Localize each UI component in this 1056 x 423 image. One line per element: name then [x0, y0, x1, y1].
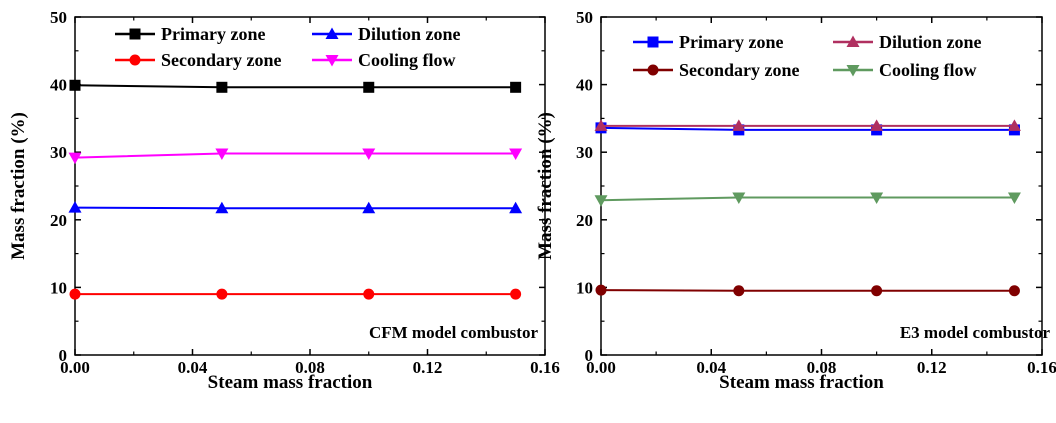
legend: Primary zone Dilution zone Secondary zone C… — [115, 24, 461, 70]
legend-label: Primary zone — [679, 32, 783, 52]
series-cooling-flow — [68, 148, 523, 165]
x-tick-label: 0.08 — [807, 358, 837, 377]
data-point — [216, 81, 228, 93]
series-primary-zone — [595, 122, 1020, 136]
legend-marker — [647, 64, 659, 76]
legend-marker — [325, 55, 339, 67]
legend-label: Secondary zone — [679, 60, 800, 80]
y-tick-label: 10 — [50, 278, 67, 297]
legend-marker — [129, 54, 141, 66]
data-point — [362, 148, 376, 161]
series-line — [74, 206, 516, 210]
x-tick-label: 0.12 — [917, 358, 947, 377]
data-point — [509, 201, 523, 214]
data-point — [732, 119, 746, 131]
data-point — [510, 81, 522, 93]
y-tick-label: 0 — [585, 346, 594, 365]
legend-label: Cooling flow — [879, 60, 977, 80]
legend-label: Cooling flow — [358, 50, 456, 70]
y-axis-title: Mass fraction (%) — [535, 112, 556, 260]
x-tick-label: 0.16 — [530, 358, 560, 377]
data-point — [69, 288, 81, 300]
x-tick-label: 0.00 — [586, 358, 616, 377]
data-point — [363, 288, 375, 300]
y-tick-label: 50 — [50, 8, 67, 27]
y-tick-label: 10 — [576, 278, 593, 297]
x-tick-label: 0.00 — [60, 358, 90, 377]
y-tick-label: 40 — [576, 76, 593, 95]
legend-marker — [647, 36, 659, 48]
series-line — [600, 196, 1015, 202]
y-tick-label: 0 — [59, 346, 68, 365]
x-tick-label: 0.08 — [295, 358, 325, 377]
series-primary-zone — [69, 79, 522, 93]
data-point — [594, 195, 608, 207]
x-tick-label: 0.04 — [696, 358, 726, 377]
combustor-annotation: E3 model combustor — [900, 323, 1051, 342]
data-point — [68, 201, 82, 213]
series-line — [74, 152, 516, 159]
data-point — [69, 79, 81, 91]
legend-marker — [129, 28, 141, 40]
series-line — [74, 84, 516, 89]
y-tick-label: 20 — [576, 211, 593, 230]
data-point — [215, 148, 229, 161]
data-point — [733, 285, 745, 297]
x-axis-title: Steam mass fraction — [719, 372, 884, 393]
y-tick-label: 30 — [576, 143, 593, 162]
data-point — [870, 192, 884, 204]
y-tick-label: 40 — [50, 76, 67, 95]
data-point — [1008, 285, 1020, 297]
data-point — [216, 288, 228, 300]
x-tick-label: 0.12 — [413, 358, 443, 377]
series-dilution-zone — [68, 201, 523, 214]
data-point — [594, 119, 608, 131]
series-secondary-zone — [69, 288, 522, 300]
series-line — [600, 126, 1015, 131]
data-point — [1007, 119, 1021, 131]
y-tick-label: 50 — [576, 8, 593, 27]
data-point — [362, 201, 376, 214]
data-point — [68, 152, 82, 165]
x-axis-title: Steam mass fraction — [208, 372, 373, 393]
legend: Primary zone Dilution zone Secondary zone C… — [633, 32, 982, 80]
legend-marker — [846, 65, 860, 77]
combustor-annotation: CFM model combustor — [369, 323, 538, 342]
y-axis-title: Mass fraction (%) — [8, 112, 29, 260]
data-point — [509, 148, 523, 161]
y-tick-label: 20 — [50, 211, 67, 230]
legend-marker — [325, 27, 339, 39]
data-point — [1007, 192, 1021, 204]
data-point — [363, 81, 375, 93]
data-point — [871, 285, 883, 297]
data-point — [870, 119, 884, 131]
panel-cfm: 0 10 20 30 40 50 0.00 0.04 0.08 0.12 0.16 Steam mas… — [8, 8, 560, 393]
legend-label: Dilution zone — [879, 32, 982, 52]
x-tick-label: 0.04 — [178, 358, 208, 377]
series-line — [600, 289, 1015, 292]
data-point — [595, 284, 607, 296]
data-point — [510, 288, 522, 300]
series-dilution-zone — [594, 119, 1021, 131]
plot-frame — [74, 16, 546, 356]
legend-label: Dilution zone — [358, 24, 461, 44]
series-cooling-flow — [594, 192, 1021, 207]
data-point — [215, 201, 229, 214]
legend-label: Secondary zone — [161, 50, 282, 70]
panel-e3: 0 10 20 30 40 50 0.00 0.04 0.08 0.12 0.16 Steam mas… — [535, 8, 1056, 393]
series-secondary-zone — [595, 284, 1020, 297]
legend-marker — [846, 35, 860, 47]
y-tick-label: 30 — [50, 143, 67, 162]
data-point — [732, 192, 746, 204]
legend-label: Primary zone — [161, 24, 265, 44]
x-tick-label: 0.16 — [1027, 358, 1056, 377]
